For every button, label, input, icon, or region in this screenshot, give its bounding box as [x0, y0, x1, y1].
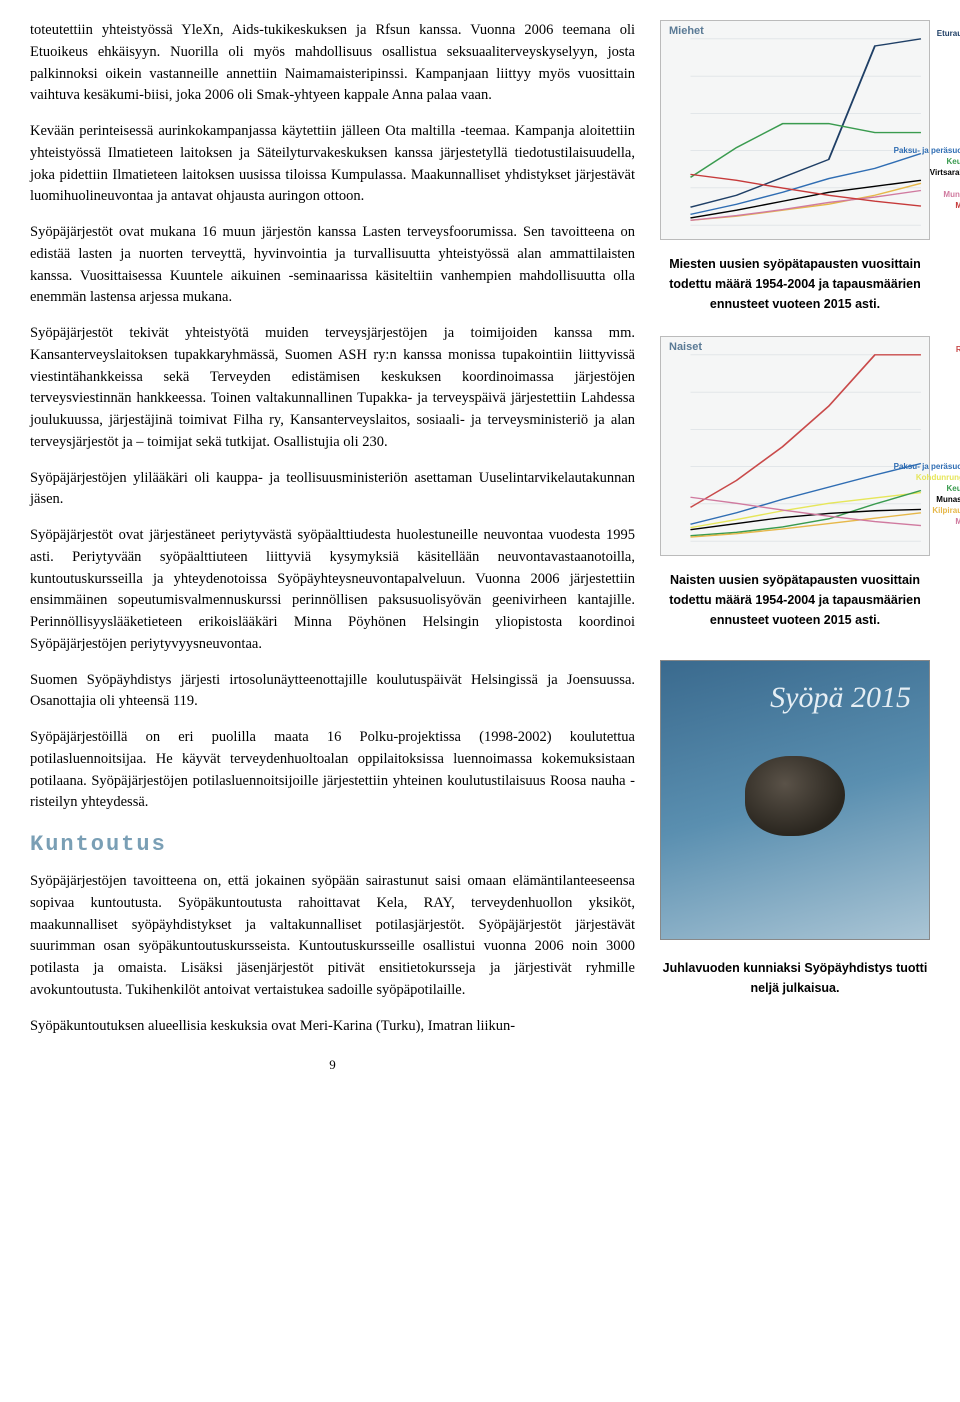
paragraph: Syöpäkuntoutuksen alueellisia keskuksia … [30, 1016, 635, 1038]
chart-women: Naiset RintasyöpäPaksu- ja peräsuolen sy… [660, 336, 930, 630]
paragraph: Syöpäjärjestöjen ylilääkäri oli kauppa- … [30, 468, 635, 512]
chart-legend-entry: Rintasyöpä [956, 345, 960, 355]
publication-graphic [745, 756, 845, 836]
chart-legend-entry: Mahasyöpä [955, 517, 960, 527]
section-heading-kuntoutus: Kuntoutus [30, 832, 635, 857]
page-number: 9 [30, 1057, 635, 1073]
chart-legend-entry: Eturauhassyöpä [937, 29, 960, 39]
paragraph: Syöpäjärjestöt ovat järjestäneet periyty… [30, 525, 635, 656]
sidebar-column: Miehet EturauhassyöpäPaksu- ja peräsuole… [660, 20, 930, 1073]
publication-cover: Syöpä 2015 [660, 660, 930, 940]
main-column: toteutettiin yhteistyössä YleXn, Aids-tu… [30, 20, 635, 1073]
paragraph: Syöpäjärjestöillä on eri puolilla maata … [30, 727, 635, 814]
chart-women-plot: Naiset RintasyöpäPaksu- ja peräsuolen sy… [660, 336, 930, 556]
chart-legend-entry: Virtsarakon syöpä [930, 168, 960, 178]
chart-legend-entry: Kilpirauhassyöpä [932, 506, 960, 516]
paragraph: Syöpäjärjestöt ovat mukana 16 muun järje… [30, 222, 635, 309]
chart-men-title: Miehet [669, 25, 704, 37]
chart-legend-entry: Keuhkosyöpä [947, 484, 960, 494]
chart-legend-entry: Munasarjasyöpä [936, 495, 960, 505]
paragraph: Syöpäjärjestöt tekivät yhteistyötä muide… [30, 323, 635, 454]
paragraph: Syöpäjärjestöjen tavoitteena on, että jo… [30, 871, 635, 1002]
publication-caption: Juhlavuoden kunniaksi Syöpäyhdistys tuot… [660, 958, 930, 998]
chart-women-caption: Naisten uusien syöpätapausten vuosittain… [660, 570, 930, 630]
paragraph: Kevään perinteisessä aurinkokampanjassa … [30, 121, 635, 208]
chart-women-title: Naiset [669, 341, 702, 353]
chart-legend-entry: Paksu- ja peräsuolen syöpä [894, 146, 960, 156]
chart-legend-entry: Mahasyöpä [955, 201, 960, 211]
paragraph: toteutettiin yhteistyössä YleXn, Aids-tu… [30, 20, 635, 107]
chart-legend-entry: Kohdunrungon syöpä [916, 473, 960, 483]
chart-legend-entry: Keuhkosyöpä [947, 157, 960, 167]
chart-men-plot: Miehet EturauhassyöpäPaksu- ja peräsuole… [660, 20, 930, 240]
chart-legend-entry: Paksu- ja peräsuolen syöpä [894, 462, 960, 472]
publication-title: Syöpä 2015 [770, 681, 911, 715]
chart-men-caption: Miesten uusien syöpätapausten vuosittain… [660, 254, 930, 314]
chart-legend-entry: Munuaissyöpä [943, 190, 960, 200]
chart-men: Miehet EturauhassyöpäPaksu- ja peräsuole… [660, 20, 930, 314]
paragraph: Suomen Syöpäyhdistys järjesti irtosolunä… [30, 670, 635, 714]
